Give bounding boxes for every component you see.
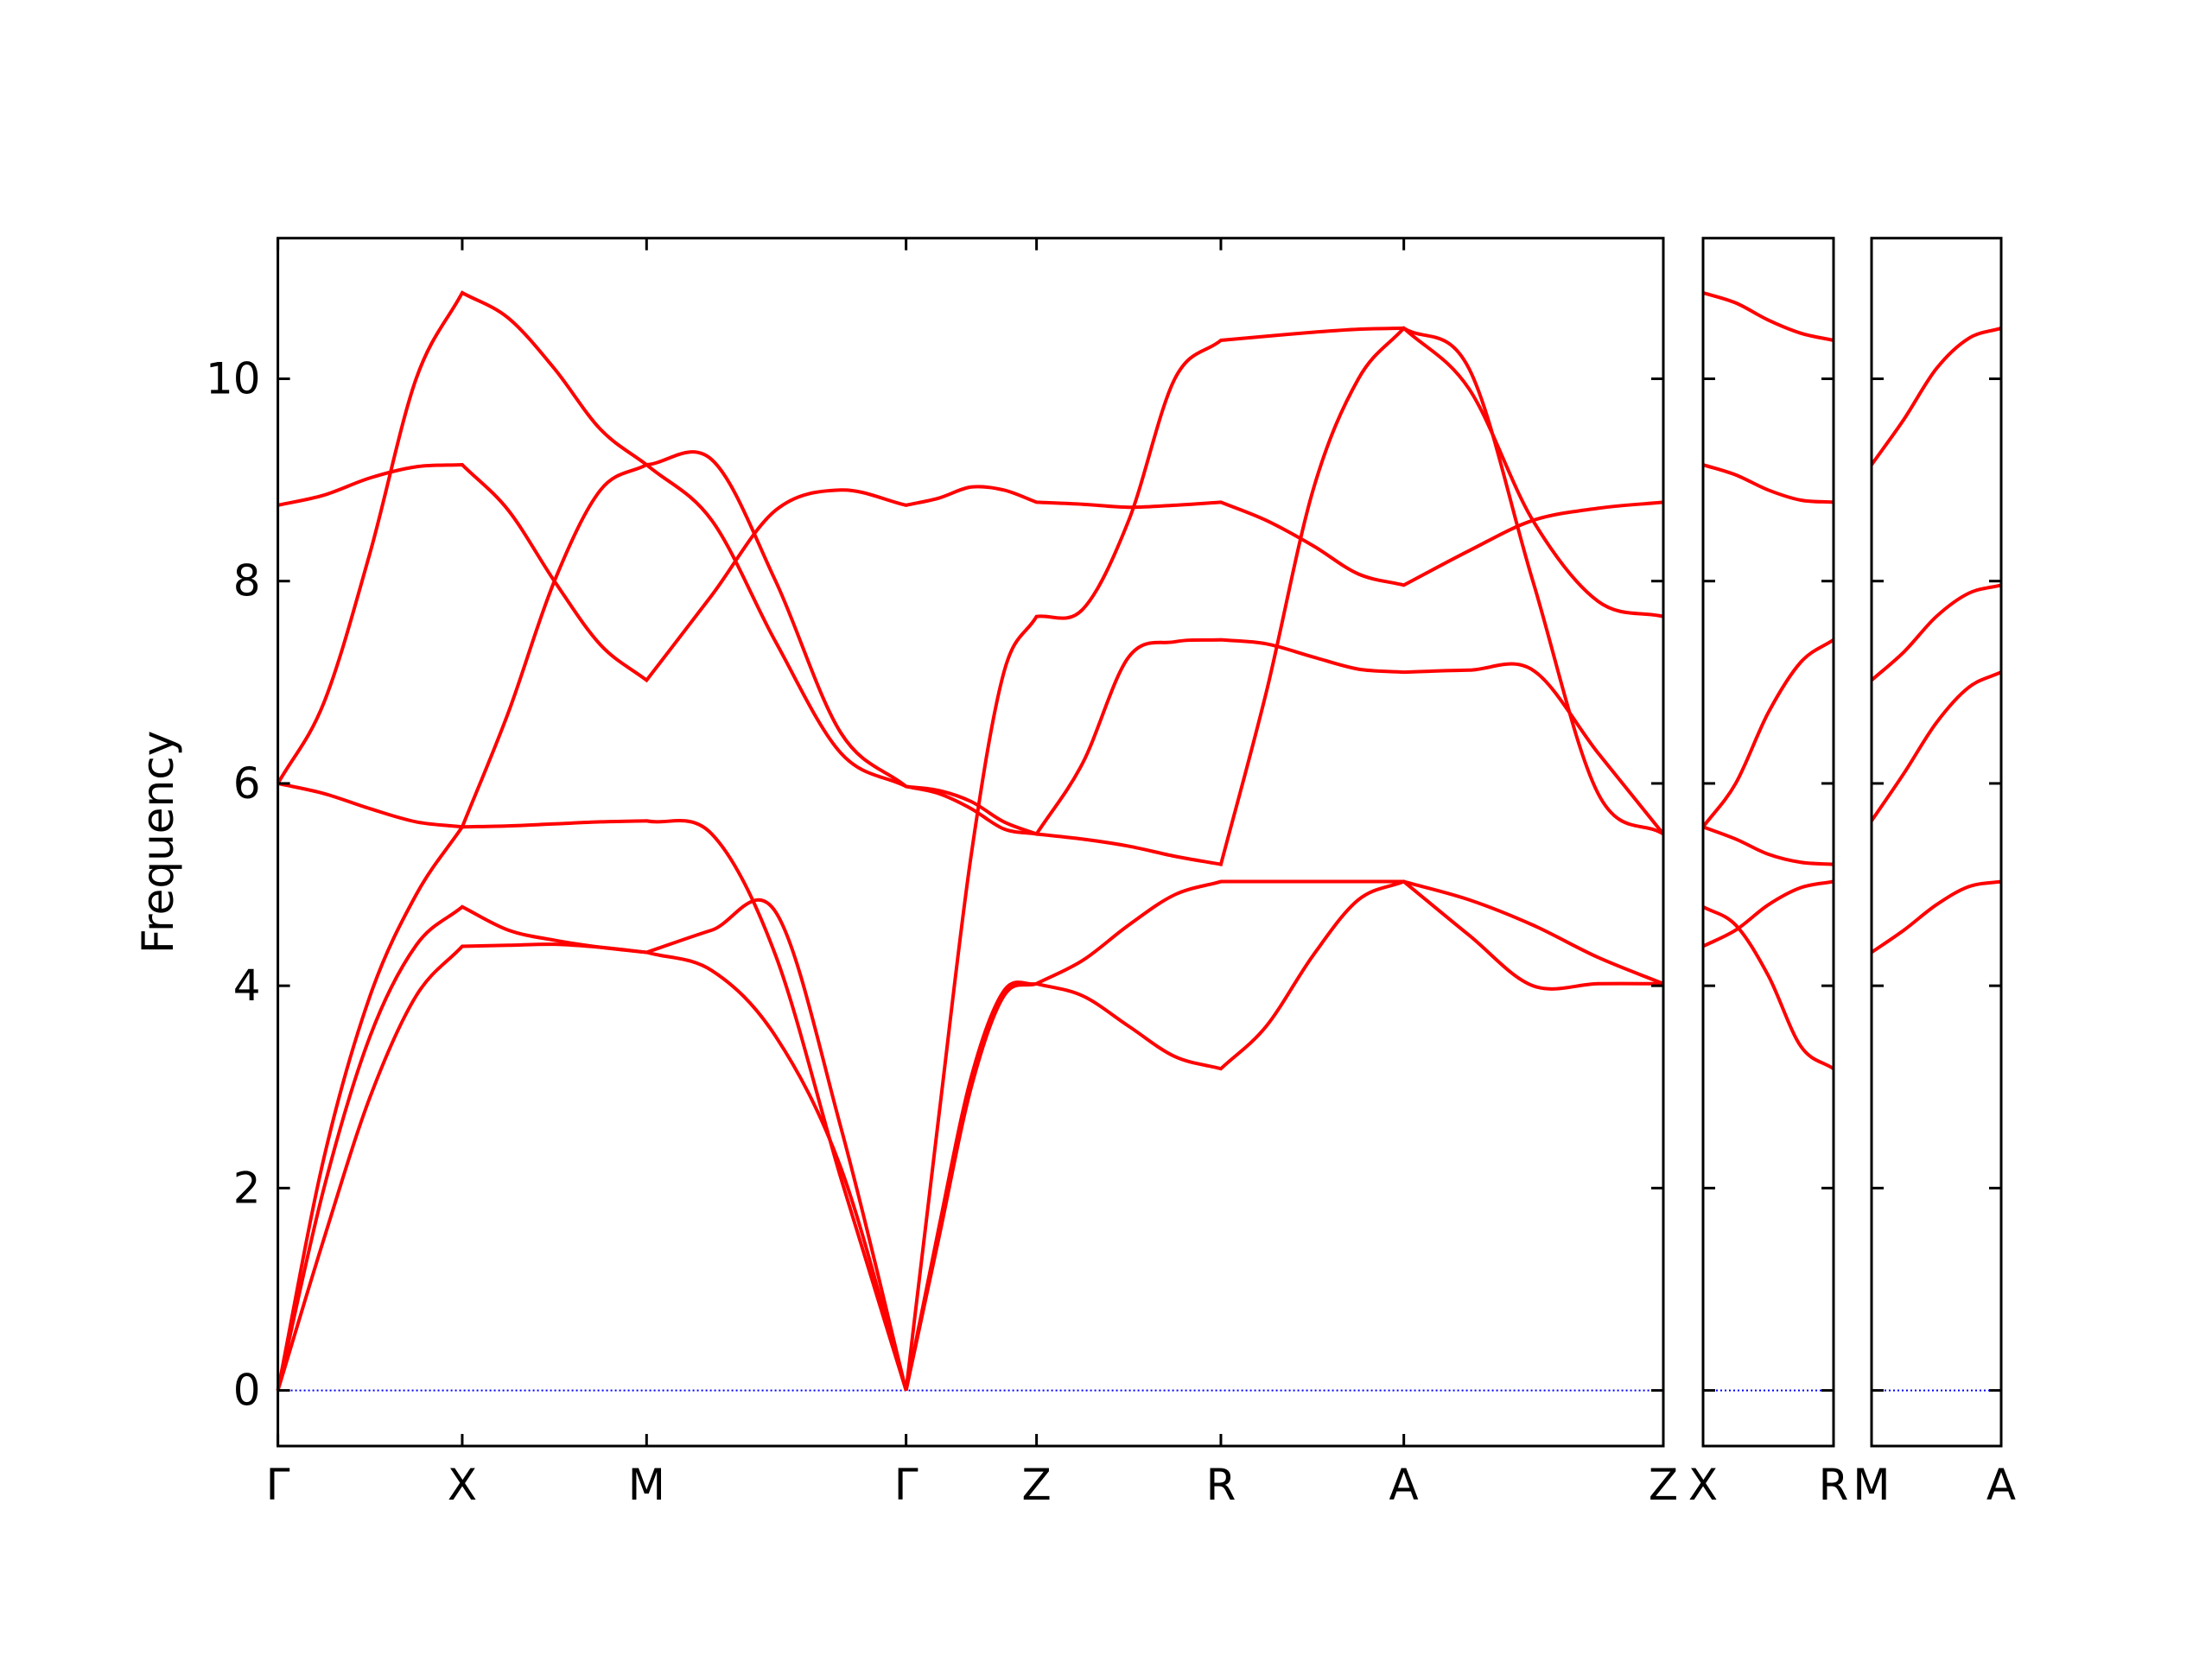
x-tick-label: Z	[1649, 1460, 1678, 1510]
band-line	[1870, 670, 2002, 822]
band-line	[1870, 879, 2002, 955]
x-tick-label: Γ	[266, 1460, 290, 1510]
band-line	[276, 879, 1664, 1392]
x-tick-label: R	[1819, 1460, 1849, 1510]
band-line	[276, 290, 1665, 836]
plot-frame	[1701, 237, 1835, 1448]
y-tick-label: 0	[233, 1366, 261, 1416]
band-line	[1870, 327, 2002, 466]
x-tick-label: R	[1206, 1460, 1236, 1510]
y-tick-label: 6	[233, 758, 261, 809]
y-tick-label: 8	[233, 556, 261, 606]
band-line	[276, 326, 1665, 1391]
band-line	[1702, 825, 1834, 866]
y-tick-label: 4	[233, 961, 261, 1011]
band-line	[1702, 291, 1834, 342]
band-line	[277, 462, 1664, 683]
x-tick-label: M	[628, 1460, 665, 1510]
band-line	[1702, 905, 1835, 1070]
y-tick-label: 10	[206, 353, 261, 403]
y-tick-label: 2	[233, 1163, 261, 1213]
x-tick-label: X	[448, 1460, 477, 1510]
y-axis-label: Frequency	[133, 731, 183, 954]
band-line	[1702, 879, 1834, 948]
band-line	[276, 879, 1664, 1392]
band-line	[1702, 463, 1834, 504]
band-line	[1870, 583, 2002, 682]
plot-frame	[276, 237, 1665, 1448]
band-line	[1701, 638, 1835, 828]
x-tick-label: Z	[1021, 1460, 1051, 1510]
x-tick-label: A	[1986, 1460, 2016, 1510]
x-tick-label: A	[1389, 1460, 1419, 1510]
x-tick-label: M	[1853, 1460, 1890, 1510]
x-tick-label: Γ	[894, 1460, 918, 1510]
band-line	[277, 326, 1664, 1392]
x-tick-label: X	[1688, 1460, 1718, 1510]
plot-frame	[1870, 237, 2003, 1448]
